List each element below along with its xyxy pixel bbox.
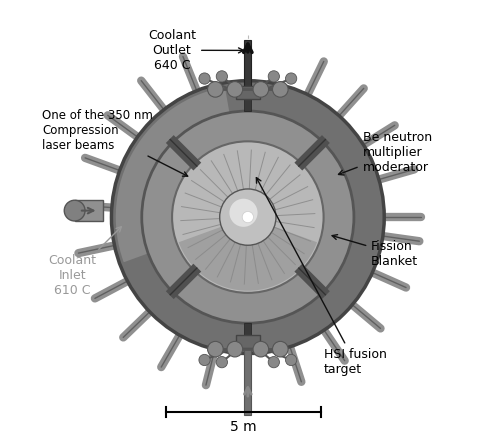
Circle shape	[253, 341, 268, 357]
Circle shape	[216, 71, 228, 82]
Circle shape	[178, 148, 317, 286]
Wedge shape	[116, 87, 248, 262]
Text: One of the 350 nm
Compression
laser beams: One of the 350 nm Compression laser beam…	[42, 109, 188, 176]
Text: Coolant
Outlet
640 C: Coolant Outlet 640 C	[148, 29, 244, 72]
Circle shape	[268, 356, 280, 368]
Circle shape	[242, 212, 254, 223]
Circle shape	[112, 81, 384, 353]
Wedge shape	[178, 217, 317, 291]
Circle shape	[253, 81, 268, 97]
Circle shape	[272, 81, 288, 97]
Circle shape	[216, 356, 228, 368]
Circle shape	[220, 189, 276, 245]
Text: Be neutron
multiplier
moderator: Be neutron multiplier moderator	[338, 131, 432, 175]
FancyBboxPatch shape	[244, 81, 252, 111]
FancyBboxPatch shape	[74, 200, 103, 221]
Circle shape	[208, 341, 223, 357]
Circle shape	[199, 73, 210, 84]
Circle shape	[142, 111, 354, 323]
Circle shape	[286, 354, 297, 366]
Circle shape	[199, 354, 210, 366]
Text: HSI fusion
target: HSI fusion target	[256, 178, 386, 376]
Circle shape	[227, 341, 242, 357]
Text: 5 m: 5 m	[230, 420, 257, 434]
FancyBboxPatch shape	[244, 323, 252, 353]
Text: Coolant
Inlet
610 C: Coolant Inlet 610 C	[48, 227, 122, 297]
FancyBboxPatch shape	[236, 335, 260, 348]
Circle shape	[208, 81, 223, 97]
Circle shape	[227, 81, 242, 97]
FancyBboxPatch shape	[244, 344, 252, 415]
FancyBboxPatch shape	[244, 40, 252, 90]
Circle shape	[64, 200, 85, 221]
Circle shape	[286, 73, 297, 84]
Circle shape	[230, 199, 258, 227]
Circle shape	[268, 71, 280, 82]
Circle shape	[272, 341, 288, 357]
Text: Fission
Blanket: Fission Blanket	[332, 235, 418, 268]
Circle shape	[172, 141, 324, 293]
FancyBboxPatch shape	[236, 86, 260, 99]
